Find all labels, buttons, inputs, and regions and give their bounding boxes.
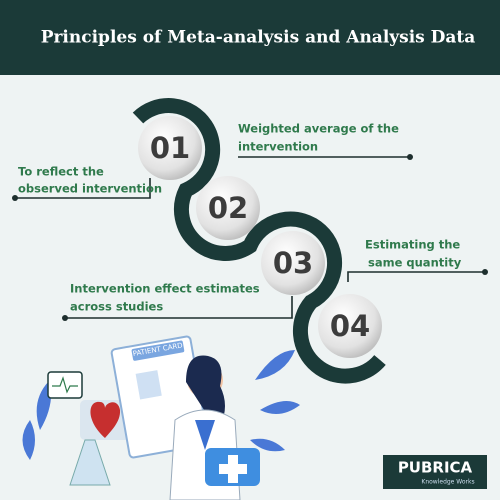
logo-box (383, 455, 487, 489)
illustration: PATIENT CARD (22, 335, 300, 500)
connector-dot (407, 154, 413, 160)
connector-dot (62, 315, 68, 321)
connector (65, 296, 293, 319)
step-label: Estimating the (365, 238, 460, 252)
step-labels: To reflect the observed intervention Wei… (18, 122, 462, 314)
step-number: 04 (330, 309, 370, 343)
flask (69, 439, 111, 486)
connector (15, 178, 151, 199)
logo-name: PUBRICA (398, 459, 473, 477)
leaf (22, 380, 52, 460)
card-banner (131, 340, 185, 361)
doctor-hair (186, 355, 225, 426)
step-label: same quantity (368, 256, 462, 270)
step-number: 03 (273, 246, 313, 280)
step-number: 02 (208, 191, 248, 225)
step-label: intervention (238, 140, 318, 154)
connector-dot (482, 269, 488, 275)
step-circles: 01 02 03 04 (138, 116, 382, 358)
card-photo (135, 370, 162, 400)
step-circle (138, 116, 202, 180)
leaf (250, 350, 300, 452)
logo-tagline: Knowledge Works (421, 479, 474, 486)
cross (219, 455, 247, 483)
step-circle (318, 294, 382, 358)
doctor-shirt (195, 420, 215, 450)
step-circle (196, 176, 260, 240)
pulse (52, 376, 78, 394)
header-bar (0, 0, 500, 75)
step-number: 01 (150, 131, 190, 165)
title: Principles of Meta-analysis and Analysis… (41, 28, 476, 48)
step-label: Weighted average of the (238, 122, 399, 136)
connector (347, 271, 485, 282)
logo: PUBRICA Knowledge Works (383, 455, 487, 489)
step-label: observed intervention (18, 182, 162, 196)
connectors (12, 154, 488, 321)
step-label: To reflect the (18, 165, 104, 179)
step-label: across studies (70, 300, 163, 314)
connector-dot (12, 195, 18, 201)
step-label: Intervention effect estimates (70, 282, 260, 296)
heart (90, 401, 121, 438)
step-circle (261, 231, 325, 295)
serpentine-path (132, 98, 386, 384)
